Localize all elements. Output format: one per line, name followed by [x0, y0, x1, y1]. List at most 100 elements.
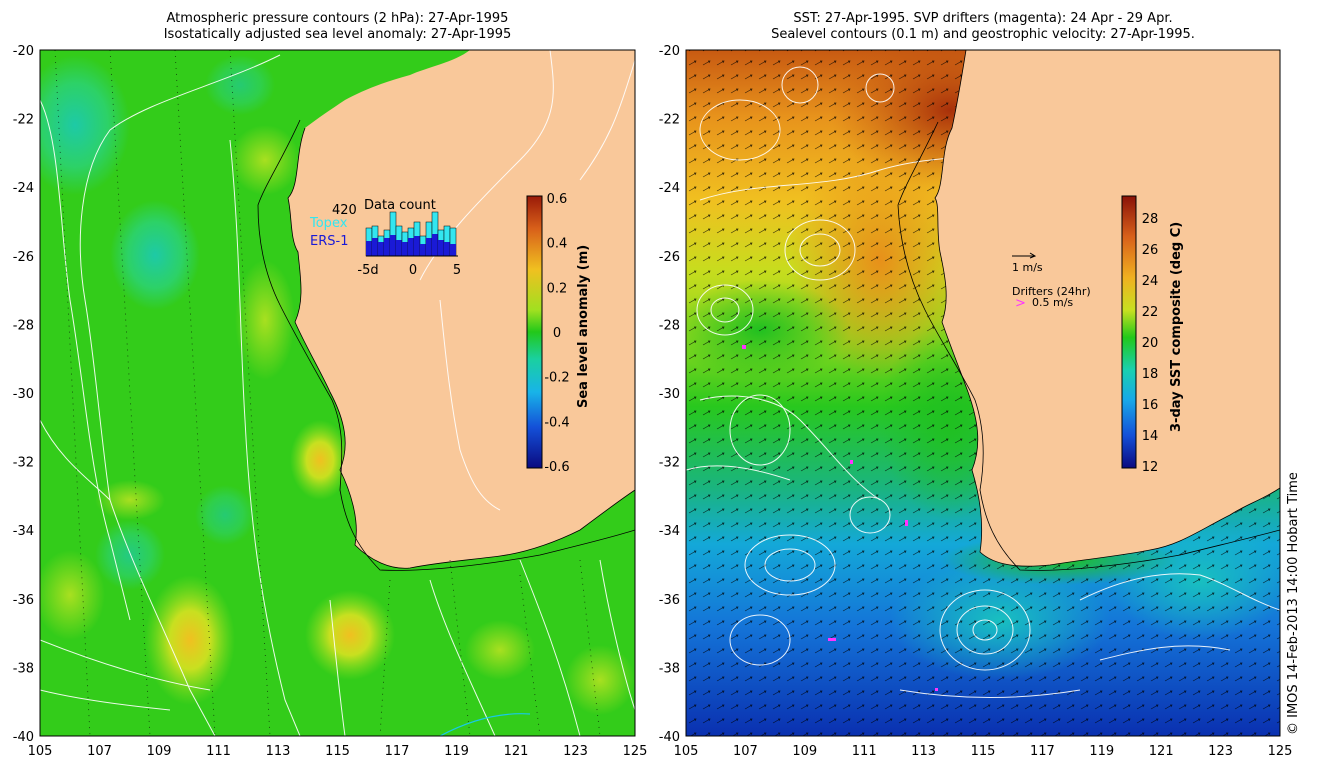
sla-colorbar-label: Sea level anomaly (m)	[576, 245, 591, 408]
right-colorbar-tick: 28	[1142, 212, 1159, 227]
left-title-line2: Isostatically adjusted sea level anomaly…	[163, 27, 512, 42]
right-x-tick: 105	[674, 744, 699, 759]
left-y-tick: -36	[13, 593, 34, 608]
drifter-symbol: >	[1015, 296, 1026, 311]
data-count-total: 420	[332, 203, 357, 218]
right-title-line1: SST: 27-Apr-1995. SVP drifters (magenta)…	[793, 11, 1173, 26]
right-y-tick: -20	[659, 44, 680, 59]
left-x-tick: 111	[206, 744, 231, 759]
left-y-tick: -34	[13, 524, 34, 539]
right-x-tick: 117	[1030, 744, 1055, 759]
ers-count-bar	[396, 240, 402, 256]
ers-count-bar	[420, 244, 426, 256]
right-x-tick: 111	[852, 744, 877, 759]
right-y-tick: -28	[659, 318, 680, 333]
left-y-tick: -40	[13, 730, 34, 745]
left-x-tick: 125	[623, 744, 648, 759]
right-y-tick: -36	[659, 593, 680, 608]
left-y-tick: -30	[13, 387, 34, 402]
ers-count-bar	[408, 238, 414, 256]
right-x-tick: 119	[1089, 744, 1114, 759]
left-colorbar-tick: 0.4	[547, 237, 568, 252]
data-count-axis-tick: -5d	[357, 263, 378, 278]
left-x-tick: 115	[325, 744, 350, 759]
left-x-tick: 105	[28, 744, 53, 759]
data-count-title: Data count	[364, 198, 436, 213]
right-colorbar-tick: 24	[1142, 274, 1159, 289]
topex-legend-label: Topex	[309, 216, 348, 231]
sst-colorbar-label: 3-day SST composite (deg C)	[1169, 222, 1184, 432]
ers-count-bar	[414, 236, 420, 256]
left-y-tick: -20	[13, 44, 34, 59]
left-y-tick: -24	[13, 181, 34, 196]
data-count-axis-tick: 0	[409, 263, 417, 278]
left-colorbar-tick: 0.2	[547, 281, 568, 296]
right-colorbar-tick: 14	[1142, 429, 1159, 444]
left-y-tick: -38	[13, 661, 34, 676]
left-colorbar-tick: -0.4	[544, 415, 569, 430]
right-x-tick: 115	[971, 744, 996, 759]
left-colorbar-tick: 0	[553, 326, 561, 341]
sla-colorbar	[526, 195, 543, 469]
left-colorbar-tick: 0.6	[547, 192, 568, 207]
ers-count-bar	[390, 235, 396, 256]
right-colorbar-tick: 20	[1142, 336, 1159, 351]
ers-legend-label: ERS-1	[310, 234, 348, 249]
right-y-tick: -30	[659, 387, 680, 402]
right-y-tick: -34	[659, 524, 680, 539]
ers-count-bar	[426, 238, 432, 256]
right-x-tick: 123	[1208, 744, 1233, 759]
right-map-title: SST: 27-Apr-1995. SVP drifters (magenta)…	[686, 11, 1280, 43]
right-y-tick: -40	[659, 730, 680, 745]
left-y-tick: -32	[13, 456, 34, 471]
right-y-tick: -38	[659, 661, 680, 676]
left-map: -20 -22 -24 -26 -28 -30 -32 -34 -36 -38 -40 105 107…	[13, 44, 648, 759]
right-colorbar-tick: 26	[1142, 243, 1159, 258]
velocity-scale-label: 1 m/s	[1012, 261, 1043, 274]
right-x-tick: 113	[911, 744, 936, 759]
left-y-tick: -28	[13, 318, 34, 333]
left-colorbar-tick: -0.2	[544, 371, 569, 386]
right-colorbar-tick: 16	[1142, 398, 1159, 413]
right-y-tick: -32	[659, 456, 680, 471]
right-x-tick: 107	[733, 744, 758, 759]
ers-count-bar	[432, 234, 438, 256]
left-colorbar-tick: -0.6	[544, 460, 569, 475]
right-x-tick: 121	[1149, 744, 1174, 759]
sst-colorbar	[1121, 195, 1137, 469]
ers-count-bar	[366, 241, 372, 256]
left-x-tick: 119	[444, 744, 469, 759]
left-map-title: Atmospheric pressure contours (2 hPa): 2…	[40, 11, 635, 43]
left-x-tick: 109	[147, 744, 172, 759]
ers-count-bar	[402, 242, 408, 256]
right-x-tick: 109	[792, 744, 817, 759]
ers-count-bar	[450, 244, 456, 256]
right-y-tick: -26	[659, 250, 680, 265]
drifter-speed-label: 0.5 m/s	[1032, 296, 1073, 309]
left-y-tick: -26	[13, 250, 34, 265]
right-colorbar-tick: 12	[1142, 460, 1159, 475]
sst-colorbar-ticks: 28 26 24 22 20 18 16 14 12	[1142, 212, 1159, 475]
left-x-tick: 117	[385, 744, 410, 759]
right-title-line2: Sealevel contours (0.1 m) and geostrophi…	[771, 27, 1195, 42]
imos-credit: © IMOS 14-Feb-2013 14:00 Hobart Time	[1286, 472, 1301, 735]
ers-count-bar	[384, 238, 390, 256]
left-x-tick: 121	[504, 744, 529, 759]
right-y-tick: -24	[659, 181, 680, 196]
right-y-tick: -22	[659, 113, 680, 128]
left-x-axis: 105 107 109 111 113 115 117 119 121 123 125	[28, 744, 648, 759]
left-y-tick: -22	[13, 113, 34, 128]
right-y-axis: -20 -22 -24 -26 -28 -30 -32 -34 -36 -38 -40	[659, 44, 680, 745]
left-x-tick: 107	[87, 744, 112, 759]
left-x-tick: 113	[266, 744, 291, 759]
right-x-tick: 125	[1268, 744, 1293, 759]
data-count-axis-tick: 5	[453, 263, 461, 278]
data-count-inset: 420 Topex ERS-1 Data count -5d 0 5	[309, 198, 461, 278]
ers-count-bar	[378, 242, 384, 256]
ers-count-bar	[444, 242, 450, 256]
drifters-legend-title: Drifters (24hr)	[1012, 285, 1091, 298]
right-map: -20 -22 -24 -26 -28 -30 -32 -34 -36 -38 -40 105 107…	[659, 44, 1293, 759]
right-x-axis: 105 107 109 111 113 115 117 119 121 123 125	[674, 744, 1293, 759]
velocity-legend: 1 m/s Drifters (24hr) > 0.5 m/s	[1012, 252, 1091, 311]
left-x-tick: 123	[563, 744, 588, 759]
